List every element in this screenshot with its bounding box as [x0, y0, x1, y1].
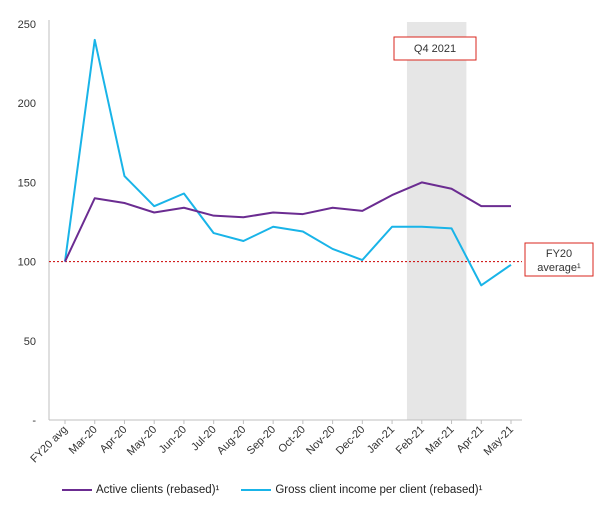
x-tick-label: FY20 avg — [28, 424, 70, 466]
x-tick-label: May-21 — [482, 424, 516, 458]
legend-swatch-active-clients — [62, 489, 92, 491]
legend: Active clients (rebased)¹ Gross client i… — [62, 484, 482, 496]
legend-item-active-clients: Active clients (rebased)¹ — [62, 484, 219, 496]
fy20-average-label-line2: average¹ — [537, 262, 581, 274]
q4-label-box — [393, 36, 477, 61]
y-tick-label: 50 — [24, 336, 36, 348]
x-tick-label: Sep-20 — [245, 424, 279, 458]
x-tick-label: Mar-20 — [67, 424, 100, 457]
x-tick-label: Dec-20 — [334, 424, 368, 458]
x-tick-label: May-20 — [125, 424, 159, 458]
fy20-average-label: FY20 average¹ — [524, 242, 594, 277]
x-tick-label: Aug-20 — [215, 424, 249, 458]
legend-item-gross-income: Gross client income per client (rebased)… — [241, 484, 482, 496]
x-tick-label: Nov-20 — [304, 424, 338, 458]
legend-label-gross-income: Gross client income per client (rebased)… — [275, 484, 483, 496]
q4-2021-highlight: Q4 2021 — [393, 22, 477, 420]
q4-label: Q4 2021 — [414, 43, 456, 55]
axes — [48, 20, 522, 421]
y-tick-label: 100 — [18, 257, 36, 269]
y-tick-label: 150 — [18, 177, 36, 189]
x-tick-label: Mar-21 — [424, 424, 457, 457]
series-line-0 — [64, 181, 511, 263]
y-tick-label: 200 — [18, 98, 36, 110]
y-tick-labels: - 50 100 150 200 250 — [18, 19, 37, 427]
series-lines — [64, 38, 512, 287]
y-tick-label: - — [32, 415, 36, 427]
x-tick-label: Jun-20 — [157, 424, 189, 456]
q4-shaded-band — [406, 22, 467, 420]
x-tick-label: Jan-21 — [365, 424, 397, 456]
fy20-average-label-line1: FY20 — [546, 248, 572, 260]
legend-label-active-clients: Active clients (rebased)¹ — [96, 484, 220, 496]
series-line-1 — [64, 38, 512, 287]
fy20-average-box — [524, 242, 594, 277]
x-tick-label: Feb-21 — [394, 424, 427, 457]
y-tick-label: 250 — [18, 19, 36, 31]
x-tick-label: Oct-20 — [276, 424, 308, 456]
legend-swatch-gross-income — [241, 489, 272, 491]
